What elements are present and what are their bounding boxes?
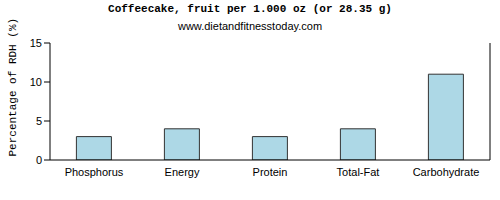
svg-text:0: 0 [36,154,42,166]
svg-text:Total-Fat: Total-Fat [337,166,380,178]
svg-text:10: 10 [30,76,42,88]
svg-text:Energy: Energy [165,166,200,178]
svg-text:Protein: Protein [253,166,288,178]
html-text:www.dietandfitnesstoday.com: www.dietandfitnesstoday.com [178,20,322,32]
svg-text:Phosphorus: Phosphorus [65,166,124,178]
svg-text:Percentage of RDH (%): Percentage of RDH (%) [8,18,19,157]
html-text:Coffeecake, fruit per 1.000 oz: Coffeecake, fruit per 1.000 oz (or 28.35… [108,3,392,15]
svg-text:5: 5 [36,115,42,127]
svg-text:15: 15 [30,37,42,49]
svg-text:Carbohydrate: Carbohydrate [413,166,480,178]
